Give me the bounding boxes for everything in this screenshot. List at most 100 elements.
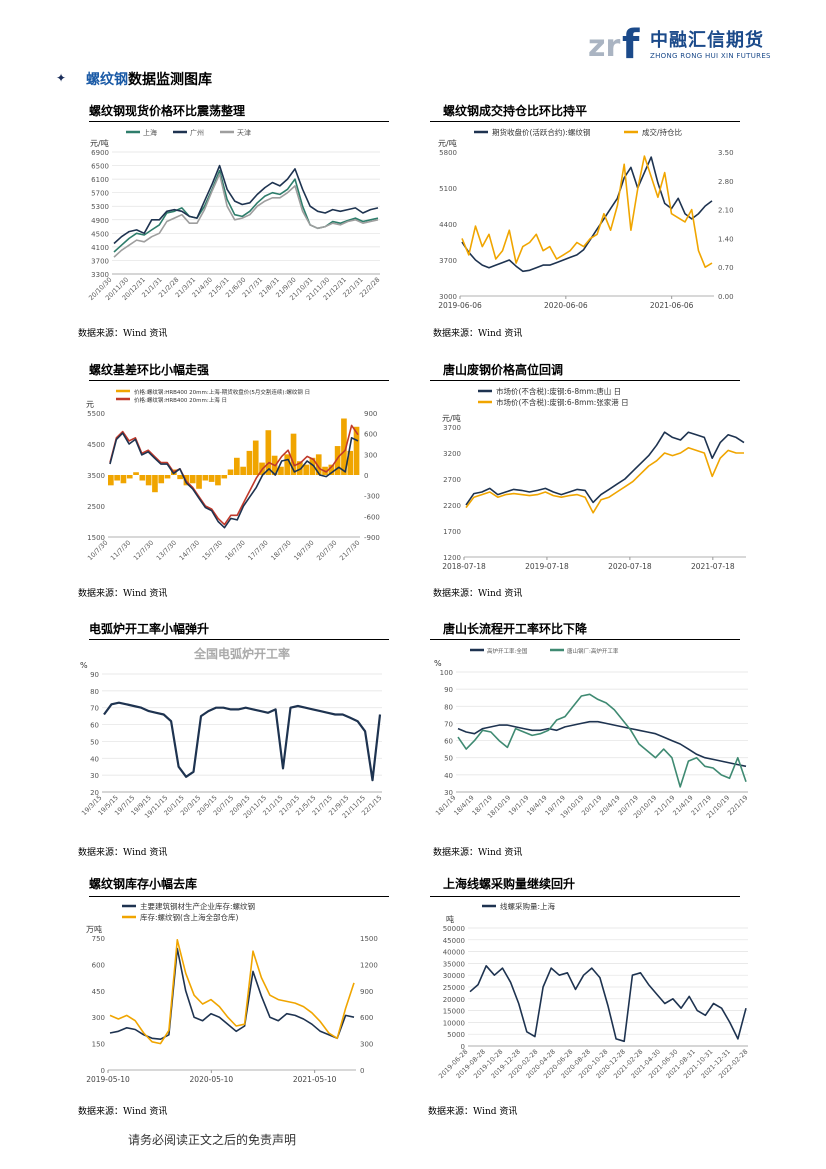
chart-rebar-basis: 元 1500 2500 3500 4500 5500 -900 -600 -300 0 300 600… [86,388,380,562]
legend-label: 成交/持仓比 [642,127,683,137]
panel-source-1: 数据来源：Wind 资讯 [78,329,168,339]
y-axis-unit-label: 元/吨 [442,413,461,423]
y-axis-unit-label: % [434,659,442,668]
chart-shanghai-rebar-purchase: 吨 0 5000 10000 15000 20000 25000 30000 35000 4000… [437,901,749,1080]
x-tick-label: 10/7/30 [86,539,109,562]
y2-tick-label: -900 [364,534,380,542]
x-tick-label: 14/7/30 [178,539,201,562]
panel-divider-3 [89,380,389,381]
y2-tick-label: 900 [364,410,377,418]
y2-tick-label: 600 [364,431,377,439]
y-tick-label: 50000 [443,925,465,933]
chart-tangshan-bf-operating-rate: %3040506070809010018/1/1918/4/1918/7/191… [434,647,749,820]
y-tick-label: 30000 [443,972,465,980]
x-tick-label: 22/1/19 [726,794,749,817]
section-title-rest: 数据监测图库 [128,72,212,88]
basis-bar [353,426,360,475]
basis-bar [139,475,146,481]
y-axis-unit-label: 元/吨 [438,138,457,148]
y-tick-label: 80 [90,688,99,696]
legend-label: 高炉开工率:全国 [487,647,528,655]
x-tick-label: 11/7/30 [109,539,132,562]
section-title: 螺纹钢数据监测图库 [86,69,212,89]
y-tick-label: 40 [90,755,99,763]
y2-tick-label: 300 [360,1041,373,1049]
y-tick-label: 4100 [91,244,109,252]
panel-title-4: 唐山废钢价格高位回调 [443,363,564,377]
basis-bar [108,475,114,486]
y-tick-label: 10000 [443,1019,465,1027]
y-tick-label: 2700 [443,476,461,484]
x-tick-label: 19/7/30 [292,539,315,562]
legend-label: 线螺采购量:上海 [500,901,556,911]
y-tick-label: 15000 [443,1008,465,1016]
y-tick-label: 80 [444,703,453,711]
panel-divider-4 [430,380,740,381]
y-tick-label: 450 [92,988,105,996]
panel-divider-2 [430,121,740,122]
x-tick-label: 18/7/30 [269,539,292,562]
y-tick-label: 45000 [443,937,465,945]
panel-source-4: 数据来源：Wind 资讯 [433,589,523,599]
legend-label: 价格:螺纹钢:HRB400 20mm:上海 日 [134,396,227,404]
basis-bar [202,475,209,481]
y-tick-label: 30 [444,789,453,797]
y2-tick-label: -300 [364,493,380,501]
basis-bar [158,475,165,484]
y-tick-label: 1200 [443,554,461,562]
y-tick-label: 150 [92,1041,105,1049]
company-logo: zr f 中融汇信期货 ZHONG RONG HUI XIN FUTURES [588,20,778,64]
y-tick-label: 90 [444,686,453,694]
series-line-1 [457,720,747,768]
basis-bar [309,457,316,475]
y2-tick-label: 1.40 [718,235,734,243]
basis-bar [189,475,196,484]
chart-eaf-operating-rate: %全国电弧炉开工率203040506070809019/3/1519/5/151… [80,646,383,820]
y2-tick-label: 2.10 [718,207,734,215]
y-tick-label: 50 [90,738,99,746]
x-tick-label: 15/7/30 [201,539,224,562]
series-line-2 [465,447,744,514]
y2-tick-label: 0.70 [718,264,734,272]
series-line-2 [457,693,747,788]
series-line-3 [113,173,379,258]
chart-rebar-volume-oi-ratio: 元/吨 3000 3700 4400 5100 5800 0.00 0.70 1.40 2.10 2… [438,127,734,310]
panel-divider-5 [89,639,389,640]
basis-bar [347,450,354,475]
y-tick-label: 20 [90,789,99,797]
basis-bar [215,475,221,486]
basis-bar [284,454,291,475]
y-tick-label: 3500 [87,472,105,480]
y-tick-label: 600 [92,961,105,969]
x-tick-label: 12/7/30 [132,539,155,562]
y-tick-label: 300 [92,1014,105,1022]
y2-tick-label: 600 [360,1014,373,1022]
y2-tick-label: 0 [364,472,368,480]
basis-bar [246,450,253,475]
panel-source-5: 数据来源：Wind 资讯 [78,848,168,858]
y-tick-label: 25000 [443,984,465,992]
legend-label: 广州 [190,128,204,137]
y2-tick-label: 1500 [360,935,378,943]
y-tick-label: 5300 [91,203,109,211]
x-tick-label: 2019-07-18 [525,562,569,571]
y-tick-label: 4400 [439,221,457,229]
y-tick-label: 35000 [443,960,465,968]
y-tick-label: 1700 [443,528,461,536]
y-tick-label: 6100 [91,176,109,184]
panel-divider-7 [89,896,389,897]
y-tick-label: 5000 [447,1031,465,1039]
logo-mark-icon: zr f [588,22,640,60]
y-tick-label: 4500 [91,230,109,238]
y-tick-label: 3000 [439,293,457,301]
y-tick-label: 1500 [87,534,105,542]
y-axis-unit-label: % [80,661,88,670]
x-tick-label: 16/7/30 [223,539,246,562]
panel-source-3: 数据来源：Wind 资讯 [78,589,168,599]
x-tick-label: 2019-06-06 [438,301,482,310]
y-tick-label: 3300 [91,271,109,279]
y2-tick-label: 3.50 [718,149,734,157]
legend-label: 价格:螺纹钢:HRB400 20mm:上海-期货收盘价(5月交割连续):螺纹钢 … [134,388,310,396]
basis-bar [315,454,322,475]
basis-bar [221,475,228,479]
